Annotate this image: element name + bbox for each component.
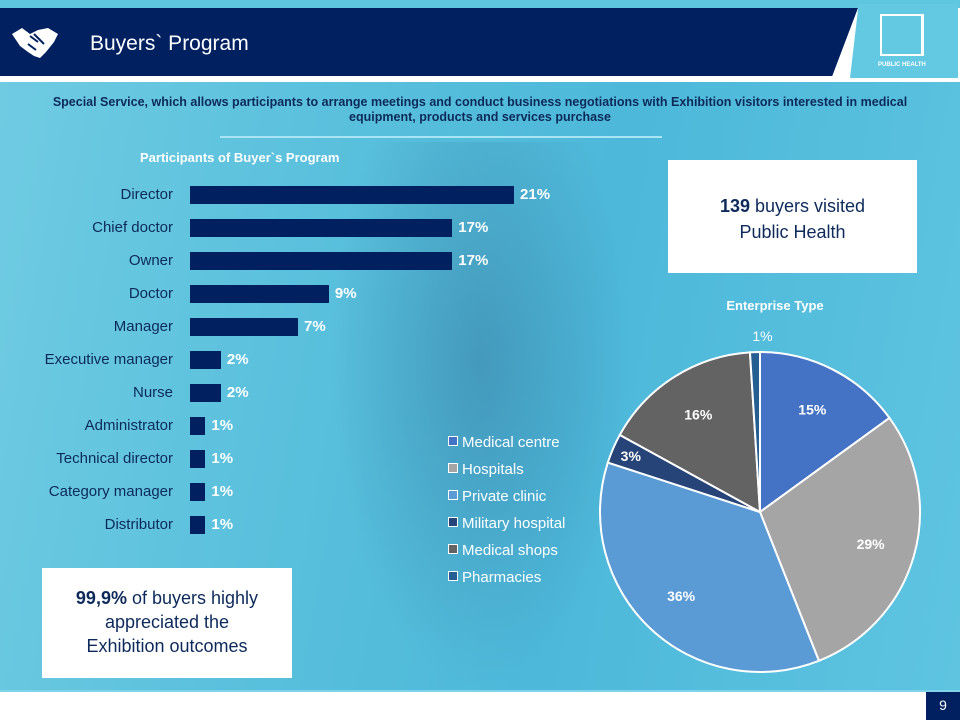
bar <box>190 186 515 204</box>
page-number: 9 <box>926 692 960 720</box>
bar <box>190 351 221 369</box>
pie-value-label: 3% <box>621 448 642 464</box>
appreciation-value: 99,9% <box>75 588 127 608</box>
divider <box>220 136 662 138</box>
bar <box>190 483 206 501</box>
legend-swatch <box>448 490 458 500</box>
bar-label: Administrator <box>84 417 173 434</box>
legend-swatch <box>448 544 458 554</box>
pie-value-label: 29% <box>857 536 886 552</box>
bar-label: Nurse <box>132 384 173 401</box>
bar-value-label: 2% <box>226 351 249 368</box>
legend-item: Military hospital <box>448 515 565 532</box>
bar-label: Executive manager <box>44 351 173 368</box>
pie-slice <box>618 351 762 514</box>
pie-slice <box>758 416 921 663</box>
pie-slice <box>599 461 821 673</box>
bar-value-label: 9% <box>334 285 357 302</box>
bar-value-label: 1% <box>211 417 234 434</box>
logo-text: PUBLIC HEALTH <box>878 62 926 68</box>
bar-value-label: 1% <box>211 450 234 467</box>
footer <box>0 690 960 722</box>
buyers-text-2: Public Health <box>739 222 846 242</box>
top-strip <box>0 0 960 8</box>
legend-item: Hospitals <box>448 461 524 478</box>
page-title: Buyers` Program <box>90 32 249 55</box>
legend-item: Medical centre <box>448 434 560 451</box>
pie-value-label: 16% <box>684 407 713 423</box>
legend-label: Military hospital <box>462 515 566 532</box>
header-bar <box>0 8 858 76</box>
bar <box>190 285 329 303</box>
public-health-logo: PUBLIC HEALTH <box>850 4 958 78</box>
pie-slice <box>759 350 891 514</box>
legend-swatch <box>448 463 458 473</box>
buyers-count-box: 139 buyers visited Public Health <box>668 160 917 273</box>
legend-label: Pharmacies <box>462 569 542 586</box>
bar-value-label: 7% <box>304 318 326 335</box>
pie-chart-title: Enterprise Type <box>726 298 824 313</box>
legend-swatch <box>448 436 458 446</box>
legend-item: Private clinic <box>448 488 546 505</box>
bar-label: Director <box>120 186 173 203</box>
bar <box>190 516 206 534</box>
bar <box>190 384 221 402</box>
legend-swatch <box>448 571 458 581</box>
appreciation-text-2: appreciated the <box>104 612 230 632</box>
pie-value-label: 36% <box>667 588 696 604</box>
appreciation-text-3: Exhibition outcomes <box>86 636 248 656</box>
buyers-text: buyers visited <box>755 196 866 216</box>
bar-label: Manager <box>113 318 173 335</box>
bar-value-label: 17% <box>458 252 489 269</box>
handshake-icon <box>12 28 58 58</box>
bar-value-label: 1% <box>211 483 234 500</box>
bar-label: Category manager <box>48 483 173 500</box>
legend-item: Pharmacies <box>448 569 541 586</box>
bar-value-label: 17% <box>458 219 489 236</box>
legend-label: Medical shops <box>462 542 558 559</box>
bar <box>190 252 453 270</box>
bar <box>190 417 206 435</box>
pie-slice <box>748 350 761 513</box>
bar-value-label: 2% <box>226 384 249 401</box>
legend-swatch <box>448 517 458 527</box>
bar-chart-title: Participants of Buyer`s Program <box>140 150 340 165</box>
legend-label: Medical centre <box>462 434 560 451</box>
bar-label: Doctor <box>128 285 173 302</box>
pie-value-label: 15% <box>798 401 827 417</box>
legend-label: Private clinic <box>462 488 547 505</box>
appreciation-box: 99,9% of buyers highly appreciated the Exh… <box>42 568 292 678</box>
bar-label: Distributor <box>104 516 173 533</box>
buyers-count: 139 <box>719 196 750 216</box>
bar-value-label: 21% <box>520 186 551 203</box>
bar <box>190 219 453 237</box>
bar-value-label: 1% <box>211 516 234 533</box>
bar-label: Owner <box>128 252 173 269</box>
appreciation-text: of buyers highly <box>131 588 259 608</box>
bar-label: Technical director <box>56 450 173 467</box>
subtitle: Special Service, which allows participan… <box>52 95 908 124</box>
bar <box>190 450 206 468</box>
pie-value-label: 1% <box>752 328 772 344</box>
bar-label: Chief doctor <box>92 219 173 236</box>
logo-mark <box>880 14 924 56</box>
legend-label: Hospitals <box>462 461 524 478</box>
legend-item: Medical shops <box>448 542 558 559</box>
bar <box>190 318 298 336</box>
